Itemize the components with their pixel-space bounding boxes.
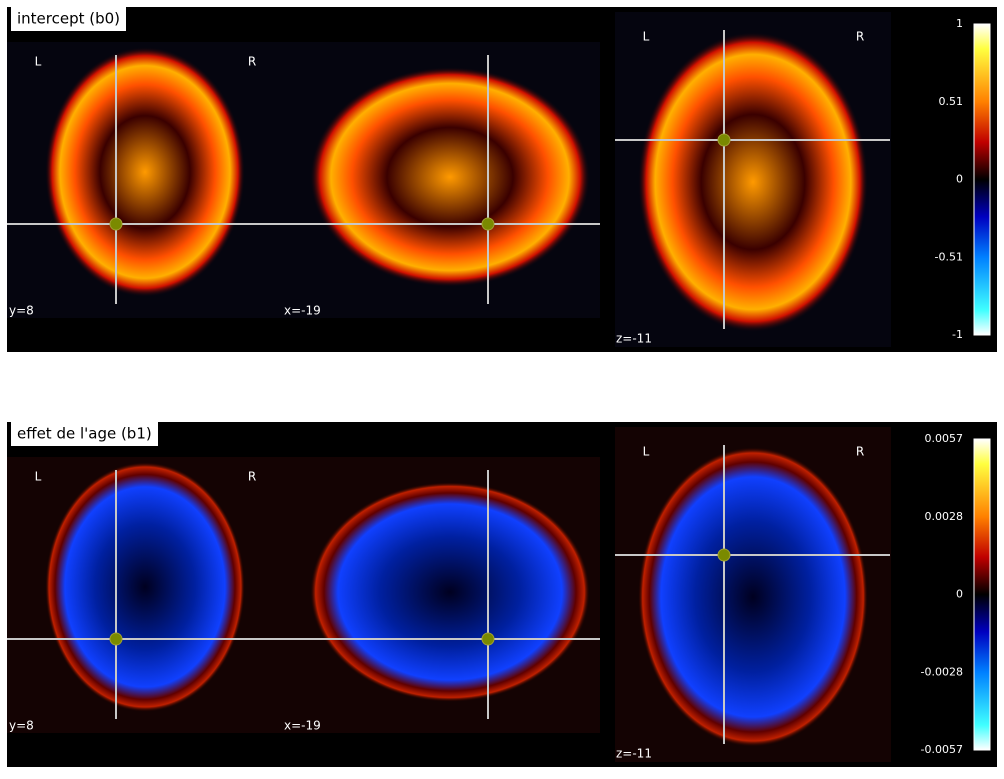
colorbar-tick-label: 0 (956, 588, 963, 601)
colorbar-tick-label: -0.51 (935, 250, 963, 263)
title-box (11, 7, 126, 31)
brain-coronal (45, 47, 245, 297)
panel-title: intercept (b0) (17, 10, 120, 28)
cut-marker (109, 632, 123, 646)
cut-marker (109, 217, 123, 231)
cut-marker (717, 133, 731, 147)
cut-label: z=-11 (616, 747, 652, 761)
brain-coronal (45, 462, 245, 712)
colorbar-tick-label: 0.0028 (925, 510, 964, 523)
brain-sagittal (310, 67, 590, 287)
colorbar-tick-label: -0.0057 (921, 743, 963, 756)
colorbar (973, 23, 991, 336)
colorbar-tick-label: 1 (956, 17, 963, 30)
cut-label: y=8 (9, 304, 34, 318)
cut-marker (717, 548, 731, 562)
brain-sagittal (310, 482, 590, 702)
colorbar-tick-label: -0.0028 (921, 665, 963, 678)
panel-title: effet de l'age (b1) (17, 425, 152, 443)
cut-marker (481, 217, 495, 231)
orientation-label: L (643, 30, 650, 44)
orientation-label: L (35, 470, 42, 484)
cut-label: x=-19 (284, 304, 321, 318)
orientation-label: R (248, 55, 256, 69)
title-box (11, 422, 158, 446)
orientation-label: R (248, 470, 256, 484)
colorbar-tick-label: 0 (956, 173, 963, 186)
orientation-label: L (35, 55, 42, 69)
orientation-label: R (856, 445, 864, 459)
cut-marker (481, 632, 495, 646)
cut-label: y=8 (9, 719, 34, 733)
brain-axial (638, 447, 868, 747)
colorbar-tick-label: 0.0057 (925, 432, 964, 445)
cut-label: z=-11 (616, 332, 652, 346)
orientation-label: R (856, 30, 864, 44)
colorbar-tick-label: 0.51 (939, 95, 964, 108)
brain-axial (638, 32, 868, 332)
colorbar-tick-label: -1 (952, 328, 963, 341)
cut-label: x=-19 (284, 719, 321, 733)
colorbar (973, 438, 991, 751)
orientation-label: L (643, 445, 650, 459)
